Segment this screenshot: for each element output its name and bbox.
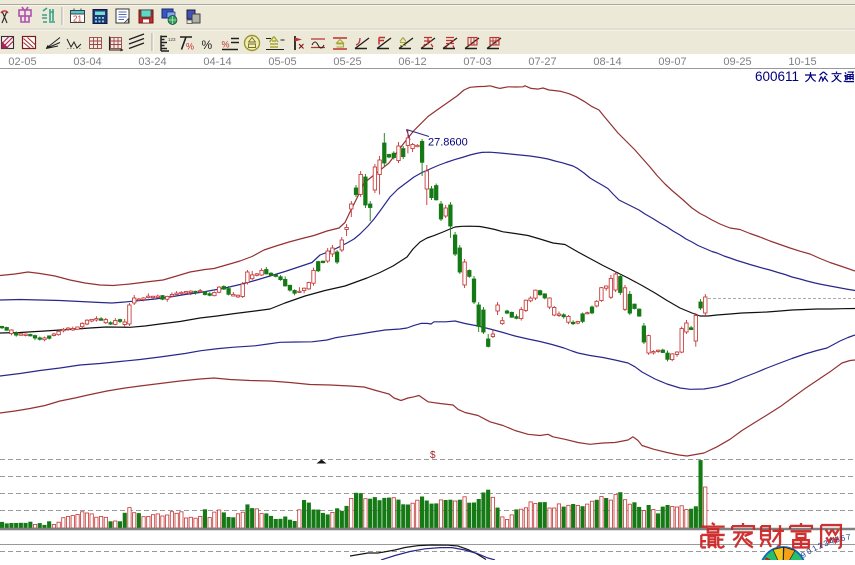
svg-text:03-04: 03-04 xyxy=(73,56,101,68)
svg-text:09-07: 09-07 xyxy=(658,56,686,68)
svg-text:4: 4 xyxy=(828,536,836,546)
svg-text:07-27: 07-27 xyxy=(528,56,556,68)
svg-text:7: 7 xyxy=(845,532,852,542)
svg-text:02-05: 02-05 xyxy=(8,56,36,68)
svg-text:27.8600: 27.8600 xyxy=(428,137,468,149)
svg-text:9: 9 xyxy=(799,550,808,560)
svg-text:5: 5 xyxy=(834,535,841,545)
svg-text:09-25: 09-25 xyxy=(723,56,751,68)
svg-text:21: 21 xyxy=(73,15,82,24)
svg-text:0: 0 xyxy=(805,546,814,556)
svg-text:06-12: 06-12 xyxy=(398,56,426,68)
svg-text:07-03: 07-03 xyxy=(463,56,491,68)
svg-text:6: 6 xyxy=(840,533,847,543)
svg-text:05-25: 05-25 xyxy=(333,56,361,68)
svg-text:%: % xyxy=(186,42,194,52)
svg-text:03-24: 03-24 xyxy=(138,56,166,68)
svg-text:10-15: 10-15 xyxy=(788,56,816,68)
svg-text:%: % xyxy=(222,40,230,50)
svg-text:04-14: 04-14 xyxy=(203,56,231,68)
svg-text:1: 1 xyxy=(811,543,820,553)
svg-text:08-14: 08-14 xyxy=(593,56,621,68)
svg-text:2: 2 xyxy=(816,540,824,550)
svg-text:3: 3 xyxy=(822,538,830,548)
svg-text:%: % xyxy=(202,38,213,52)
svg-text:600611: 600611 xyxy=(755,69,799,84)
svg-text:123: 123 xyxy=(168,37,176,42)
svg-text:$: $ xyxy=(430,450,436,461)
svg-text:05-05: 05-05 xyxy=(268,56,296,68)
